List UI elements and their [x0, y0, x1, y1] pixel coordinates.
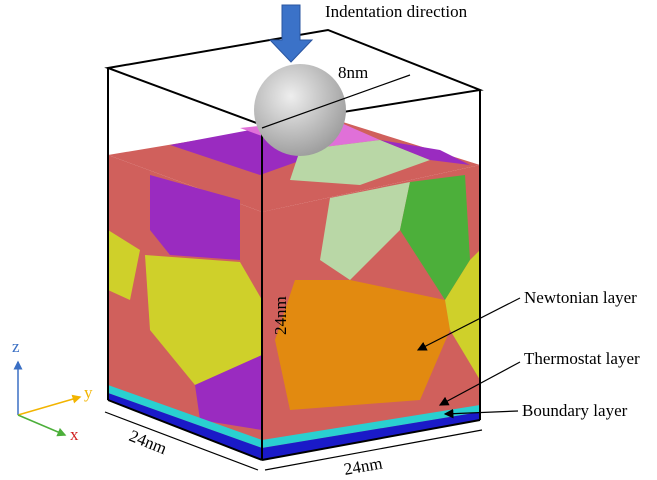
boundary-label: Boundary layer: [522, 401, 628, 420]
axis-z: z: [12, 337, 20, 356]
thermostat-label: Thermostat layer: [524, 349, 640, 368]
diameter-label: 8nm: [338, 63, 368, 82]
newtonian-label: Newtonian layer: [524, 288, 637, 307]
crystal: [108, 118, 480, 460]
indenter: [254, 64, 346, 156]
height-label: 24nm: [271, 296, 290, 335]
diagram: Indentation direction 8nm 24nm 24nm 24nm…: [0, 0, 657, 480]
indentation-label: Indentation direction: [325, 2, 468, 21]
width-x-label: 24nm: [127, 426, 170, 458]
width-y-label: 24nm: [342, 454, 383, 479]
axes: z y x: [12, 337, 93, 444]
axis-y: y: [84, 383, 93, 402]
axis-x: x: [70, 425, 79, 444]
